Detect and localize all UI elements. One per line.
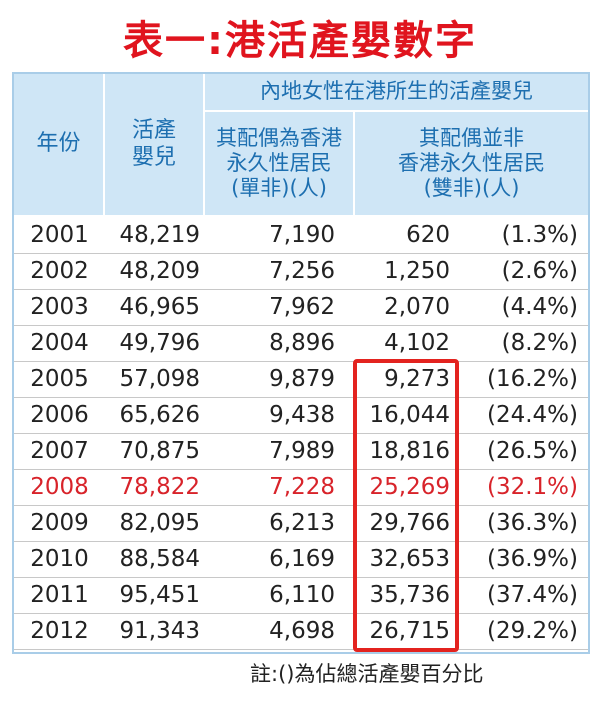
table-row: 2002 48,209 7,256 1,250 (2.6%)	[14, 254, 588, 290]
births-cell: 91,343	[119, 618, 200, 644]
percent-cell: (36.3%)	[486, 510, 578, 536]
title: 表一:港活產嬰數字	[123, 18, 477, 64]
note: 註:()為佔總活產嬰百分比	[250, 662, 484, 686]
births-cell: 95,451	[119, 582, 200, 608]
table-row: 2010 88,584 6,169 32,653 (36.9%)	[14, 542, 588, 578]
table-row: 2012 91,343 4,698 26,715 (29.2%)	[14, 614, 588, 650]
single-cell: 7,228	[269, 474, 335, 500]
year-cell: 2008	[30, 474, 89, 500]
percent-cell: (32.1%)	[486, 474, 578, 500]
year-cell: 2009	[30, 510, 89, 536]
header-single: 其配偶為香港 永久性居民 (單非)(人)	[205, 112, 355, 215]
single-cell: 9,879	[269, 366, 335, 392]
year-cell: 2003	[30, 294, 89, 320]
table-row: 2011 95,451 6,110 35,736 (37.4%)	[14, 578, 588, 614]
year-cell: 2004	[30, 330, 89, 356]
table-row: 2003 46,965 7,962 2,070 (4.4%)	[14, 290, 588, 326]
single-cell: 4,698	[269, 618, 335, 644]
percent-cell: (8.2%)	[501, 330, 578, 356]
double-cell: 25,269	[369, 474, 450, 500]
double-cell: 32,653	[369, 546, 450, 572]
double-cell: 2,070	[384, 294, 450, 320]
table-row: 2006 65,626 9,438 16,044 (24.4%)	[14, 398, 588, 434]
table-row: 2008 78,822 7,228 25,269 (32.1%)	[14, 470, 588, 506]
percent-cell: (29.2%)	[486, 618, 578, 644]
year-cell: 2012	[30, 618, 89, 644]
double-cell: 35,736	[369, 582, 450, 608]
table-row: 2004 49,796 8,896 4,102 (8.2%)	[14, 326, 588, 362]
births-cell: 82,095	[119, 510, 200, 536]
percent-cell: (37.4%)	[486, 582, 578, 608]
single-cell: 7,256	[269, 258, 335, 284]
percent-cell: (24.4%)	[486, 402, 578, 428]
year-cell: 2001	[30, 222, 89, 248]
births-cell: 46,965	[119, 294, 200, 320]
double-cell: 620	[406, 222, 450, 248]
single-cell: 7,190	[269, 222, 335, 248]
percent-cell: (36.9%)	[486, 546, 578, 572]
single-cell: 7,962	[269, 294, 335, 320]
births-cell: 78,822	[119, 474, 200, 500]
year-cell: 2011	[30, 582, 89, 608]
header-births: 活產 嬰兒	[105, 74, 205, 215]
table-row: 2001 48,219 7,190 620 (1.3%)	[14, 218, 588, 254]
single-cell: 6,169	[269, 546, 335, 572]
percent-cell: (2.6%)	[501, 258, 578, 284]
year-cell: 2006	[30, 402, 89, 428]
year-cell: 2005	[30, 366, 89, 392]
year-cell: 2010	[30, 546, 89, 572]
births-cell: 88,584	[119, 546, 200, 572]
table-row: 2009 82,095 6,213 29,766 (36.3%)	[14, 506, 588, 542]
table-row: 2007 70,875 7,989 18,816 (26.5%)	[14, 434, 588, 470]
year-cell: 2007	[30, 438, 89, 464]
single-cell: 8,896	[269, 330, 335, 356]
births-cell: 70,875	[119, 438, 200, 464]
table-frame	[12, 72, 590, 654]
percent-cell: (16.2%)	[486, 366, 578, 392]
births-cell: 57,098	[119, 366, 200, 392]
births-cell: 49,796	[119, 330, 200, 356]
year-cell: 2002	[30, 258, 89, 284]
births-cell: 65,626	[119, 402, 200, 428]
header-year: 年份	[14, 74, 105, 215]
double-cell: 9,273	[384, 366, 450, 392]
header-group: 內地女性在港所生的活產嬰兒	[205, 74, 588, 112]
percent-cell: (26.5%)	[486, 438, 578, 464]
single-cell: 6,213	[269, 510, 335, 536]
single-cell: 7,989	[269, 438, 335, 464]
double-cell: 26,715	[369, 618, 450, 644]
double-cell: 4,102	[384, 330, 450, 356]
table-row: 2005 57,098 9,879 9,273 (16.2%)	[14, 362, 588, 398]
header-double: 其配偶並非 香港永久性居民 (雙非)(人)	[355, 112, 588, 215]
births-cell: 48,219	[119, 222, 200, 248]
double-cell: 16,044	[369, 402, 450, 428]
single-cell: 6,110	[269, 582, 335, 608]
double-cell: 18,816	[369, 438, 450, 464]
percent-cell: (1.3%)	[501, 222, 578, 248]
double-cell: 1,250	[384, 258, 450, 284]
double-cell: 29,766	[369, 510, 450, 536]
highlight-box	[353, 359, 459, 652]
percent-cell: (4.4%)	[501, 294, 578, 320]
single-cell: 9,438	[269, 402, 335, 428]
births-cell: 48,209	[119, 258, 200, 284]
